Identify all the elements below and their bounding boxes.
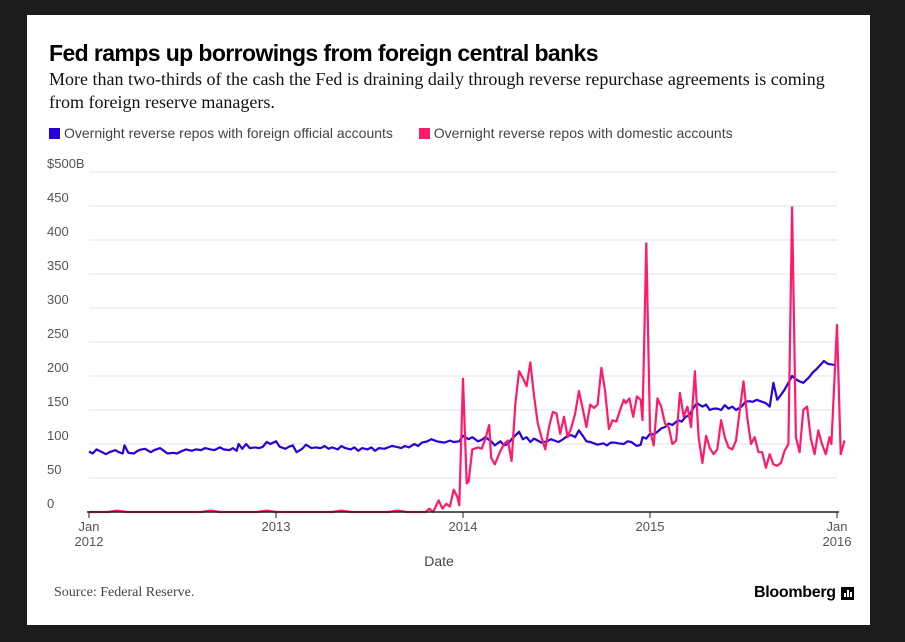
y-tick-label-200: 200 [47, 360, 69, 375]
y-tick-label-350: 350 [47, 258, 69, 273]
x-axis-label: Date [424, 553, 454, 569]
y-tick-label-500: $500B [47, 156, 85, 171]
y-tick-label-100: 100 [47, 428, 69, 443]
series-line-foreign [88, 359, 836, 456]
chart-subtitle: More than two-thirds of the cash the Fed… [49, 69, 825, 112]
x-tick-label-1: 2013 [262, 519, 291, 534]
y-tick-label-150: 150 [47, 394, 69, 409]
bar-chart-icon [841, 587, 854, 600]
brand-logo: Bloomberg [754, 584, 836, 601]
y-tick-label-300: 300 [47, 292, 69, 307]
legend-label-domestic: Overnight reverse repos with domestic ac… [433, 125, 733, 141]
y-tick-label-50: 50 [47, 462, 61, 477]
chart-title: Fed ramps up borrowings from foreign cen… [49, 40, 599, 66]
legend-item-domestic: Overnight reverse repos with domestic ac… [418, 125, 733, 141]
legend-swatch-foreign [49, 128, 60, 139]
series-line-domestic [89, 206, 846, 514]
y-tick-label-0: 0 [47, 496, 54, 511]
source-note: Source: Federal Reserve. [54, 585, 195, 600]
x-tick-label-2: 2014 [449, 519, 478, 534]
legend-swatch-domestic [418, 128, 430, 139]
y-tick-label-400: 400 [47, 224, 69, 239]
x-tick-label-4: Jan 2016 [823, 519, 852, 549]
chart-card: Fed ramps up borrowings from foreign cen… [27, 15, 870, 625]
x-tick-label-0: Jan 2012 [75, 519, 104, 549]
x-tick-label-3: 2015 [636, 519, 665, 534]
legend-item-foreign: Overnight reverse repos with foreign off… [49, 125, 393, 141]
y-tick-label-450: 450 [47, 190, 69, 205]
legend: Overnight reverse repos with foreign off… [49, 125, 755, 141]
y-tick-label-250: 250 [47, 326, 69, 341]
legend-label-foreign: Overnight reverse repos with foreign off… [64, 125, 393, 141]
line-chart: 0 50 100 150 200 250 300 350 400 450 $500B Jan 2012 2… [47, 156, 852, 569]
